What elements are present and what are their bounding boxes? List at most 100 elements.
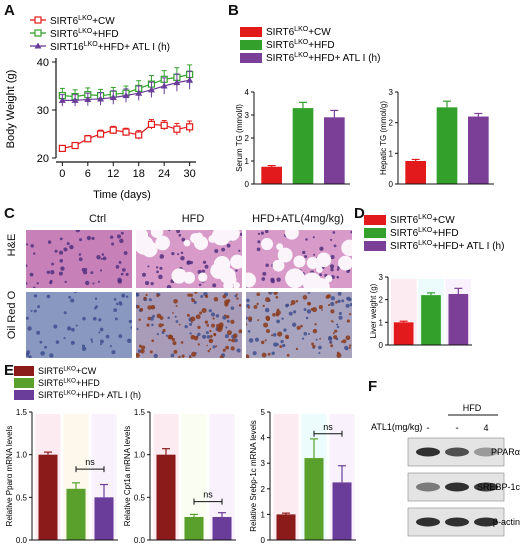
- chart-e1-sig-label: ns: [85, 457, 95, 467]
- blot-band-0-2: [474, 447, 498, 457]
- panel-letter-e: E: [4, 362, 15, 379]
- chart-b1-y-tick-label-1: 1: [245, 157, 250, 166]
- chart-a-point-0-9: [173, 125, 181, 133]
- chart-b2-bar-2: [467, 116, 489, 184]
- chart-e2-y-tick-label-1: 0.5: [134, 493, 146, 502]
- chart-a-point-2-3: [97, 95, 105, 102]
- chart-e3-y-axis-label: Relative Srebp-1c mRNA levels: [249, 420, 258, 532]
- legend-a-label-2: SIRT16LKO+HFD+ ATL I (h): [50, 41, 170, 53]
- legend-a-marker-1: [34, 29, 42, 37]
- chart-a-point-0-8: [160, 121, 168, 129]
- chart-e3-bar-2: [332, 482, 352, 540]
- chart-b1-y-axis-label: Serum TG (mmol/l): [235, 104, 244, 172]
- chart-e2-bar-2: [212, 516, 232, 540]
- chart-a-point-2-10: [186, 76, 194, 83]
- histology-image-r1-c1: [136, 292, 242, 358]
- histology-col-hfd-atl: HFD+ATL(4mg/kg): [252, 213, 344, 225]
- legend-d-label-1: SIRT6LKO+HFD: [390, 227, 459, 239]
- histology-image-r0-c2: [246, 230, 352, 288]
- chart-b2-y-tick-label-1: 1: [389, 149, 394, 158]
- chart-a-point-2-5: [122, 92, 130, 99]
- chart-a-axes: 20 30 40 0 6 12 18 24 30: [37, 57, 196, 180]
- chart-a-point-0-3: [96, 130, 105, 138]
- chart-a-y-tick-label-1: 30: [37, 105, 49, 117]
- chart-b1-y-tick-label-2: 2: [245, 134, 250, 143]
- chart-b1-bar-1: [292, 108, 314, 184]
- chart-d-y-tick-label-3: 3: [379, 273, 384, 282]
- chart-a-x-tick-label-1: 6: [85, 168, 91, 180]
- histology-images: [26, 230, 352, 358]
- chart-e2-bar-0: [156, 454, 176, 540]
- legend-a-marker-2: [34, 42, 42, 49]
- blot-label-2: β-actin: [493, 517, 520, 527]
- histology-row-oil-red-o: Oil Red O: [6, 290, 18, 340]
- legend-b-swatch-2: [240, 53, 262, 63]
- legend-d-swatch-1: [364, 228, 386, 238]
- blot-bands: PPARα SREBP-1c β-actin: [407, 437, 521, 537]
- legend-b-swatch-0: [240, 27, 262, 37]
- chart-e1-y-tick-label-0: 0.0: [16, 536, 28, 545]
- chart-a-point-0-10: [186, 123, 194, 131]
- histology-image-r0-c0: [26, 230, 132, 288]
- chart-e3-y-tick-label-0: 0: [261, 536, 266, 545]
- chart-b1-y-tick-label-0: 0: [245, 180, 250, 189]
- chart-e3-y-tick-label-2: 2: [261, 485, 266, 494]
- chart-a-point-0-4: [109, 126, 117, 134]
- legend-d-swatch-2: [364, 241, 386, 251]
- histology-image-r0-c1: [136, 230, 242, 288]
- legend-b-label-0: SIRT6LKO+CW: [266, 26, 331, 38]
- blot-band-1-1: [445, 482, 469, 492]
- chart-b2-y-tick-label-0: 0: [389, 180, 394, 189]
- legend-e-swatch-0: [14, 366, 34, 376]
- chart-d-y-tick-label-1: 1: [379, 318, 384, 327]
- legend-b-swatch-1: [240, 40, 262, 50]
- panel-letter-c: C: [4, 205, 15, 222]
- chart-b1-bar-2: [323, 117, 345, 184]
- chart-e1-y-tick-label-3: 1.5: [16, 408, 28, 417]
- chart-a-x-tick-label-4: 24: [158, 168, 170, 180]
- chart-e3-y-tick-label-3: 3: [261, 459, 266, 468]
- chart-a-point-0-1: [71, 141, 79, 150]
- histology-image-r1-c2: [246, 292, 352, 358]
- chart-a-point-2-9: [173, 79, 181, 86]
- chart-a-plot: [58, 64, 194, 152]
- legend-a-marker-0: [34, 16, 42, 24]
- chart-a-y-tick-label-0: 20: [37, 153, 49, 165]
- chart-b1-y-tick-label-3: 3: [245, 111, 250, 120]
- chart-e3-y-tick-label-1: 1: [261, 510, 266, 519]
- chart-a-point-2-2: [84, 95, 92, 102]
- chart-b1-bar-0: [261, 166, 283, 184]
- panel-letter-b: B: [228, 2, 239, 19]
- legend-e-label-0: SIRT6LKO+CW: [38, 365, 97, 376]
- blot-label-1: SREBP-1c: [477, 482, 521, 492]
- histology-col-ctrl: Ctrl: [88, 213, 107, 225]
- chart-b1-y-tick-label-4: 4: [245, 88, 250, 97]
- chart-e1-y-tick-label-1: 0.5: [16, 493, 28, 502]
- legend-e-swatch-1: [14, 378, 34, 388]
- chart-a-x-tick-label-3: 18: [133, 168, 145, 180]
- chart-e3-bar-0: [276, 514, 296, 540]
- histology-row-he: H&E: [6, 233, 18, 257]
- blot-band-1-0: [416, 482, 440, 492]
- legend-e-label-2: SIRT6LKO+HFD+ ATL I (h): [38, 389, 141, 400]
- legend-d-label-0: SIRT6LKO+CW: [390, 214, 455, 226]
- chart-e2-y-axis-label: Relative Cpt1a mRNA levels: [123, 426, 132, 526]
- chart-b2-y-axis-label: Hepatic TG (mmol/g): [379, 101, 388, 175]
- western-blot: HFD ATL1(mg/kg) - - 4 PPARα SREBP-1c β-act…: [371, 403, 521, 537]
- chart-e3-sig-label: ns: [323, 422, 333, 432]
- chart-a-x-tick-label-2: 12: [107, 168, 119, 180]
- histology-image-r1-c0: [26, 292, 132, 358]
- legend-b-label-1: SIRT6LKO+HFD: [266, 39, 335, 51]
- chart-e3-y-tick-label-5: 5: [261, 408, 266, 417]
- chart-e2-y-tick-label-2: 1.0: [134, 451, 146, 460]
